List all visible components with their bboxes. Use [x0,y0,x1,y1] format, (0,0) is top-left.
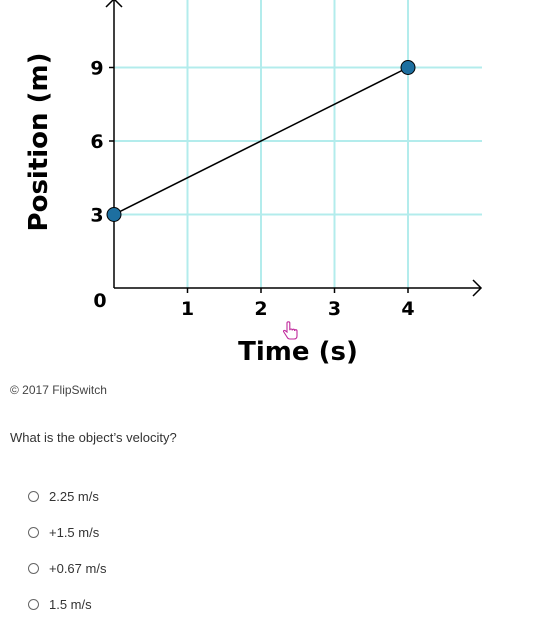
radio-button[interactable] [28,562,39,574]
answer-option[interactable]: 2.25 m/s [28,478,106,514]
answer-option[interactable]: +1.5 m/s [28,514,106,550]
axes [105,0,483,297]
x-tick-label: 3 [328,298,341,320]
x-tick-label: 2 [254,298,267,320]
data-point [400,60,416,75]
series [106,60,416,222]
y-tick-label: 9 [90,58,103,80]
y-tick-label: 6 [90,131,103,153]
x-tick-label: 4 [401,298,414,320]
data-point [106,207,122,222]
radio-button[interactable] [28,598,39,610]
copyright-text: © 2017 FlipSwitch [10,383,107,397]
tick-labels: 1 2 3 4 3 6 9 0 [90,58,414,321]
grid-lines [114,0,482,288]
x-tick-label: 1 [181,298,194,320]
radio-button[interactable] [28,490,39,502]
position-time-graph: 1 2 3 4 3 6 9 0 Position (m) Time (s) [24,0,483,367]
hand-pointer-icon [282,321,298,340]
x-axis-label: Time (s) [238,337,358,367]
option-label: +0.67 m/s [49,560,107,576]
y-tick-label: 3 [90,205,103,227]
origin-label: 0 [93,290,106,312]
answer-option[interactable]: +0.67 m/s [28,550,106,586]
x-axis-arrow [472,279,483,297]
option-label: +1.5 m/s [49,524,100,540]
series-line [113,66,409,216]
question-text: What is the object’s velocity? [10,430,177,445]
y-axis-arrow [105,0,123,8]
radio-button[interactable] [28,526,39,538]
option-label: 1.5 m/s [49,596,92,612]
y-axis-label: Position (m) [24,53,54,232]
answer-option[interactable]: 1.5 m/s [28,586,106,622]
option-label: 2.25 m/s [49,488,99,504]
answer-options: 2.25 m/s +1.5 m/s +0.67 m/s 1.5 m/s [28,478,106,622]
